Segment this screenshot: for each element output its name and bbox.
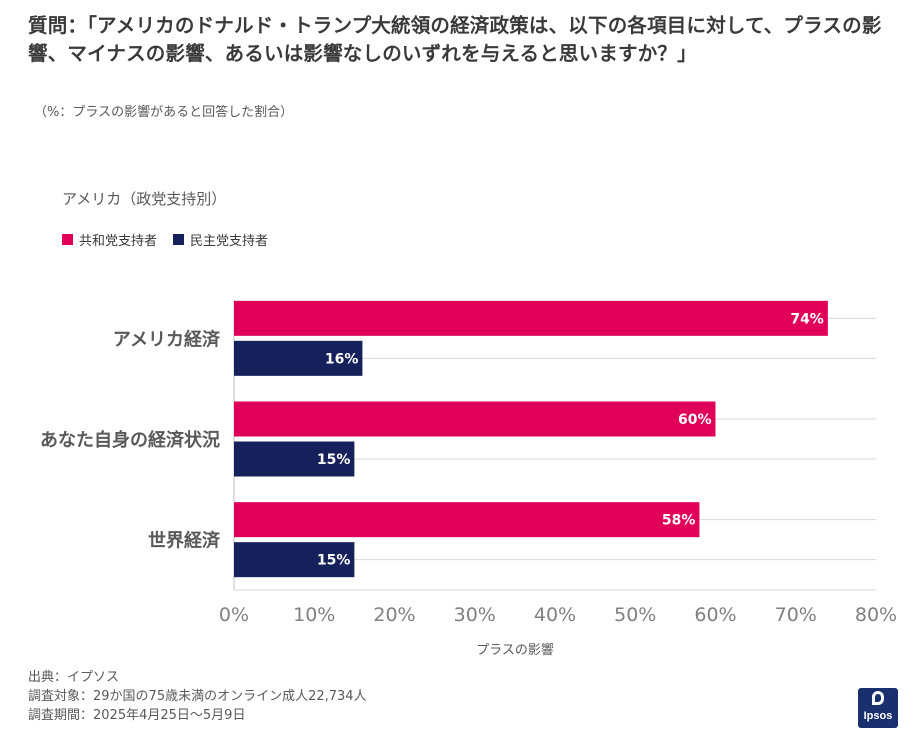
data-label: 15%	[317, 553, 351, 569]
x-tick-label: 80%	[855, 604, 897, 626]
legend-label-democrat: 民主党支持者	[190, 234, 269, 249]
bar-democrat	[234, 441, 355, 477]
chart-subtitle: （%：プラスの影響があると回答した割合）	[34, 105, 294, 120]
legend-swatch-republican	[62, 234, 73, 245]
footer-notes: 出典：イプソス 調査対象：29か国の75歳未満のオンライン成人22,734人 調…	[28, 668, 367, 725]
x-tick-label: 70%	[775, 604, 817, 626]
x-tick-label: 60%	[694, 604, 736, 626]
legend-item-democrat: 民主党支持者	[173, 230, 268, 249]
bar-democrat	[234, 340, 363, 376]
footer-target: 調査対象：29か国の75歳未満のオンライン成人22,734人	[28, 689, 367, 704]
bar-democrat	[234, 542, 355, 578]
bar-republican	[234, 401, 716, 437]
chart-legend: 共和党支持者 民主党支持者	[62, 230, 268, 249]
ipsos-logo-mark-icon	[872, 691, 884, 705]
x-tick-label: 10%	[293, 604, 335, 626]
data-label: 15%	[317, 452, 351, 468]
data-label: 16%	[325, 351, 359, 367]
x-tick-label: 20%	[373, 604, 415, 626]
data-label: 74%	[790, 311, 824, 327]
x-tick-label: 30%	[454, 604, 496, 626]
bar-republican	[234, 300, 828, 336]
x-tick-label: 40%	[534, 604, 576, 626]
legend-label-republican: 共和党支持者	[79, 234, 158, 249]
legend-item-republican: 共和党支持者	[62, 230, 157, 249]
question-title: 質問：「アメリカのドナルド・トランプ大統領の経済政策は、以下の各項目に対して、プ…	[28, 14, 882, 65]
legend-swatch-democrat	[173, 234, 185, 245]
x-tick-label: 0%	[219, 604, 249, 626]
data-label: 60%	[678, 412, 712, 428]
data-label: 58%	[662, 513, 696, 529]
category-label: 世界経済	[148, 530, 221, 552]
ipsos-logo-text: Ipsos	[863, 710, 893, 722]
category-label: アメリカ経済	[113, 328, 221, 350]
ipsos-logo: Ipsos	[858, 688, 898, 728]
footer-source: 出典：イプソス	[28, 670, 120, 685]
bar-republican	[234, 502, 700, 538]
footer-period: 調査期間：2025年4月25日～5月9日	[28, 708, 246, 723]
x-tick-label: 50%	[614, 604, 656, 626]
region-label: アメリカ（政党支持別）	[62, 190, 227, 208]
category-label: あなた自身の経済状況	[40, 429, 220, 451]
x-axis-title: プラスの影響	[476, 642, 554, 658]
